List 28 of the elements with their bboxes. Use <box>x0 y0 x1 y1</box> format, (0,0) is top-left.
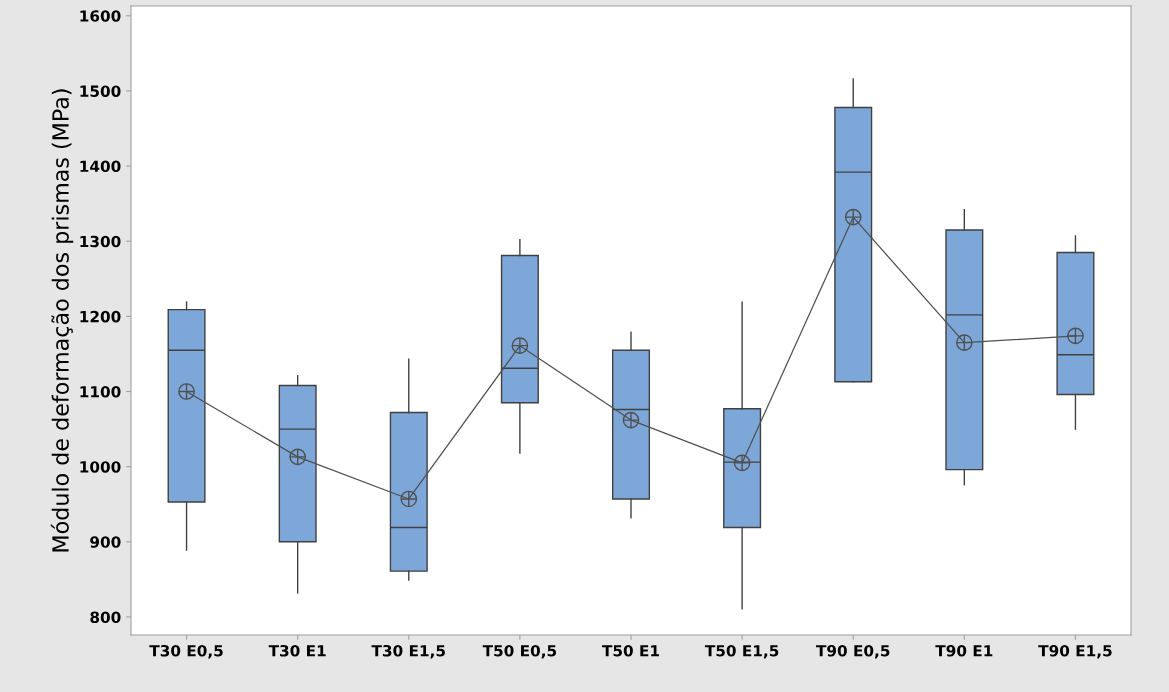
y-tick-label: 1100 <box>80 385 121 398</box>
y-tick-label: 1000 <box>80 461 121 473</box>
point <box>178 383 195 400</box>
point <box>511 337 529 355</box>
point <box>844 208 862 226</box>
y-tick-label: 800 <box>90 611 121 623</box>
x-tick-label: T90 E1,5 <box>1038 644 1112 659</box>
point <box>289 448 307 466</box>
point <box>622 411 640 429</box>
x-tick-label: T90 E1 <box>935 644 993 657</box>
point <box>1067 327 1084 345</box>
y-tick-label: 900 <box>90 536 121 548</box>
y-tick-label: 1200 <box>80 310 121 323</box>
x-tick-label: T50 E1 <box>602 644 659 657</box>
point <box>400 490 418 508</box>
x-tick-label: T30 E0,5 <box>149 644 223 659</box>
y-tick-label: 1500 <box>80 85 121 97</box>
x-tick-label: T50 E1,5 <box>704 644 779 659</box>
x-tick-label: T90 E0,5 <box>816 644 890 659</box>
point <box>955 334 973 352</box>
y-tick-label: 1600 <box>80 10 121 22</box>
x-tick-label: T30 E1,5 <box>371 644 445 659</box>
x-tick-label: T30 E1 <box>268 644 326 657</box>
y-tick-label: 1300 <box>80 235 121 248</box>
y-axis-title: Módulo de deformação dos prismas (MPa) <box>50 89 74 552</box>
point <box>733 454 751 472</box>
x-tick-label: T50 E0,5 <box>482 644 557 659</box>
y-tick-label: 1400 <box>80 160 121 173</box>
